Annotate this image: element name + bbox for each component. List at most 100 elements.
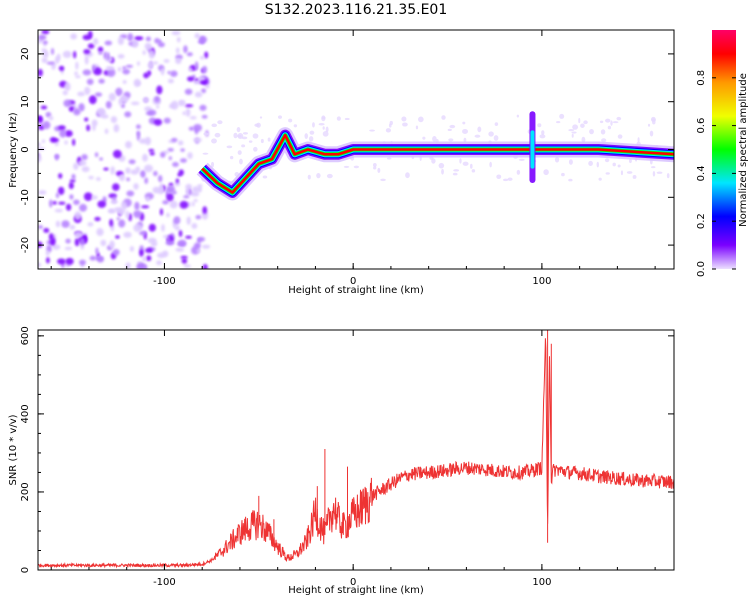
colorbar-ticks: 0.0 0.2 0.4 0.6 0.8 <box>696 70 736 277</box>
noise-blob <box>125 64 134 68</box>
noise-blob <box>288 118 293 123</box>
noise-blob <box>59 129 67 138</box>
noise-blob <box>80 244 85 250</box>
noise-blob <box>73 50 77 59</box>
noise-blob <box>103 51 108 60</box>
noise-blob <box>211 123 217 128</box>
noise-blob <box>471 169 476 173</box>
noise-blob <box>312 122 315 128</box>
noise-blob <box>79 203 87 212</box>
noise-blob <box>95 247 99 255</box>
noise-blob <box>161 223 165 232</box>
noise-blob <box>77 91 86 97</box>
noise-blob <box>211 138 217 144</box>
noise-blob <box>52 201 57 205</box>
noise-blob <box>183 264 191 268</box>
noise-blob <box>377 167 381 173</box>
noise-blob <box>503 178 509 182</box>
noise-blob <box>632 174 637 179</box>
spectrogram-y-tick-label: -20 <box>20 237 31 253</box>
noise-blob <box>169 103 175 109</box>
spectrogram-x-ticks: -100 0 100 <box>50 30 656 287</box>
noise-blob <box>171 30 181 36</box>
noise-blob <box>136 132 141 141</box>
noise-blob <box>516 169 521 175</box>
noise-blob <box>144 164 154 173</box>
noise-blob <box>38 68 43 77</box>
noise-blob <box>55 220 61 228</box>
noise-blob <box>173 216 181 225</box>
noise-blob <box>202 65 208 74</box>
noise-blob <box>578 117 581 124</box>
noise-blob <box>156 104 160 109</box>
noise-blob <box>118 98 123 106</box>
noise-blob <box>194 127 199 135</box>
snr-x-ticks: -100 0 100 <box>50 330 656 588</box>
noise-blob <box>136 262 145 269</box>
noise-blob <box>136 61 140 66</box>
snr-y-axis-label: SNR (10 * v/v) <box>8 414 19 485</box>
noise-blob <box>58 173 63 179</box>
noise-blob <box>98 51 103 55</box>
noise-blob <box>438 162 445 169</box>
noise-blob <box>134 201 140 211</box>
noise-blob <box>160 151 166 158</box>
noise-blob <box>187 76 195 82</box>
noise-blob <box>167 147 174 152</box>
noise-blob <box>568 129 575 132</box>
noise-blob <box>168 182 174 187</box>
noise-blob <box>386 157 392 160</box>
noise-blob <box>58 125 66 130</box>
noise-blob <box>117 67 122 72</box>
spectrogram-noise-blobs <box>38 30 670 269</box>
noise-blob <box>153 118 163 126</box>
noise-blob <box>596 161 599 168</box>
spectrogram-signal-band <box>196 111 674 201</box>
noise-blob <box>180 255 188 259</box>
colorbar-tick-label: 0.4 <box>696 165 707 181</box>
noise-blob <box>89 255 97 261</box>
noise-blob <box>166 193 174 202</box>
noise-blob <box>202 152 209 155</box>
noise-blob <box>163 59 170 63</box>
noise-blob <box>49 199 53 208</box>
noise-blob <box>241 136 248 140</box>
noise-blob <box>161 250 169 258</box>
noise-blob <box>96 255 105 263</box>
noise-blob <box>97 200 107 208</box>
noise-blob <box>38 190 47 195</box>
noise-blob <box>197 40 205 44</box>
noise-blob <box>38 262 42 268</box>
noise-blob <box>184 104 194 108</box>
noise-blob <box>156 260 162 266</box>
noise-blob <box>75 61 79 70</box>
noise-blob <box>112 149 122 159</box>
noise-blob <box>309 130 315 135</box>
noise-blob <box>84 55 89 65</box>
noise-blob <box>104 128 109 135</box>
noise-blob <box>133 223 143 233</box>
noise-blob <box>148 148 155 153</box>
noise-blob <box>405 172 410 179</box>
noise-blob <box>214 132 221 138</box>
snr-panel: -100 0 100 0 200 400 600 Height of straight l… <box>8 326 675 596</box>
noise-blob <box>169 200 178 209</box>
noise-blob <box>259 116 263 119</box>
noise-blob <box>462 128 468 134</box>
noise-blob <box>267 137 271 142</box>
noise-blob <box>40 105 48 110</box>
noise-blob <box>115 87 123 97</box>
noise-blob <box>41 48 47 52</box>
noise-blob <box>122 66 127 70</box>
noise-blob <box>115 235 120 239</box>
noise-blob <box>117 54 125 59</box>
noise-blob <box>193 199 198 203</box>
noise-blob <box>617 164 621 168</box>
snr-y-ticks: 0 200 400 600 <box>20 326 674 573</box>
noise-blob <box>92 37 99 45</box>
noise-blob <box>462 121 466 125</box>
noise-blob <box>42 121 51 130</box>
noise-blob <box>63 99 72 108</box>
noise-blob <box>170 70 178 77</box>
noise-blob <box>253 146 258 152</box>
